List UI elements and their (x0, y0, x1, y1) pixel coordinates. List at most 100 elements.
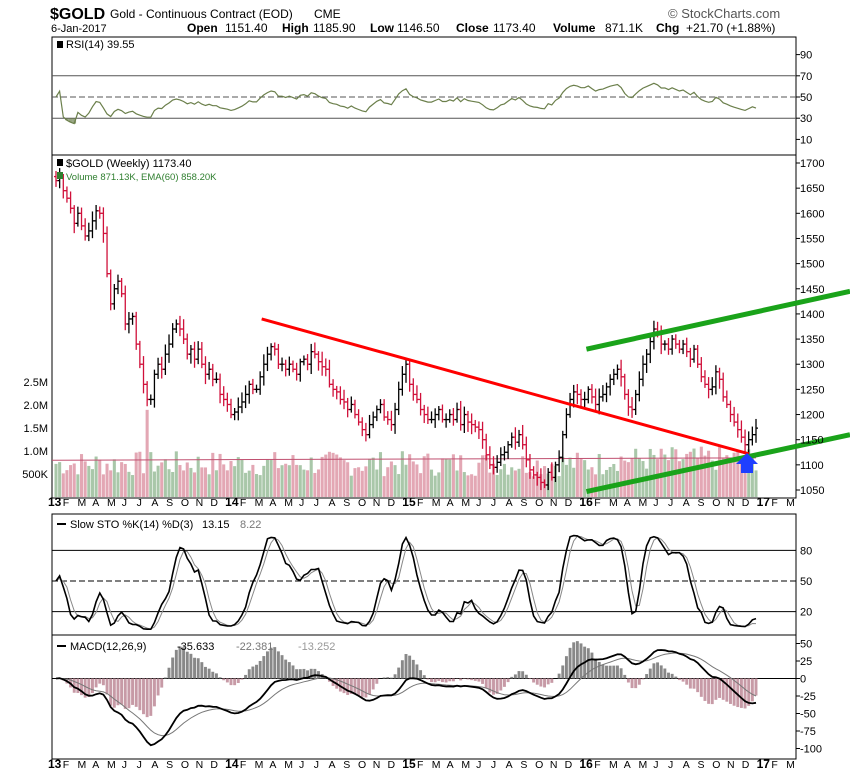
time-axis-label: D (388, 759, 396, 771)
time-axis-label: 13 (48, 495, 62, 509)
volume-label: Volume (553, 21, 596, 35)
volume-bar (648, 448, 652, 497)
time-axis-label: F (63, 759, 69, 771)
volume-bar (112, 459, 116, 497)
volume-bar (429, 469, 434, 497)
volume-bar (360, 470, 364, 497)
macd-hist-bar (619, 668, 623, 679)
time-axis-label: J (491, 497, 496, 509)
macd-hist-bar (233, 678, 237, 686)
time-axis-label: M (107, 497, 116, 509)
volume-bar (182, 470, 186, 497)
macd-hist-bar (739, 678, 743, 708)
volume-bar (572, 467, 576, 497)
macd-hist-bar (400, 660, 404, 679)
macd-hist-bar (714, 678, 718, 700)
macd-hist-bar (477, 678, 481, 682)
price-tick-label: 1050 (800, 485, 824, 497)
macd-hist-bar (710, 678, 714, 705)
time-axis-label: A (624, 497, 631, 509)
volume-bar (76, 474, 80, 497)
macd-hist-bar (481, 678, 485, 684)
volume-bar (69, 465, 73, 497)
time-axis-label: J (299, 497, 304, 509)
sto-tick-label: 20 (800, 607, 812, 619)
volume-bar (550, 464, 554, 497)
time-axis-label: A (447, 759, 454, 771)
time-axis-label: 14 (225, 495, 239, 509)
volume-bar (696, 457, 700, 497)
macd-hist-bar (105, 678, 109, 695)
time-axis-label: M (786, 759, 795, 771)
volume-bar (408, 454, 412, 497)
low-label: Low (370, 21, 395, 35)
macd-hist-bar (167, 667, 171, 679)
time-axis-label: S (166, 497, 173, 509)
time-axis-label: A (683, 759, 690, 771)
volume-bar (459, 455, 463, 497)
sto-d-line (55, 535, 757, 630)
macd-hist-bar (389, 677, 393, 679)
macd-hist-bar (415, 664, 419, 679)
volume-bar (564, 464, 568, 497)
macd-hist-bar (575, 641, 579, 679)
volume-tick-label: 2.0M (24, 400, 48, 412)
volume-bar (473, 475, 477, 497)
macd-hist-bar (120, 678, 124, 705)
macd-hist-bar (109, 678, 113, 706)
volume-bar (433, 475, 437, 497)
price-tick-label: 1500 (800, 259, 824, 271)
volume-bar (167, 469, 171, 497)
time-axis-label: M (786, 497, 795, 509)
volume-bar (346, 462, 350, 497)
macd-hist-bar (76, 678, 80, 694)
time-axis-label: M (609, 759, 618, 771)
volume-bar (284, 463, 288, 497)
volume-bar (335, 454, 339, 497)
volume-bar (364, 466, 368, 497)
macd-hist-bar (473, 678, 477, 681)
volume-bar (477, 462, 481, 497)
volume-bar (156, 465, 160, 497)
time-axis-label: A (506, 759, 513, 771)
time-axis-label: N (196, 759, 204, 771)
macd-hist-bar (535, 678, 539, 685)
macd-hist-bar (98, 678, 102, 684)
volume-bar (141, 473, 146, 497)
time-axis-label: D (210, 497, 218, 509)
macd-tick-label: 50 (800, 639, 812, 651)
volume-bar (109, 470, 113, 497)
volume-bar (524, 472, 528, 497)
macd-hist-bar (692, 678, 696, 689)
volume-bar (178, 465, 182, 497)
time-axis-label: A (328, 759, 335, 771)
volume-bar (378, 452, 383, 497)
macd-hist-bar (142, 678, 145, 715)
time-axis-label: M (255, 759, 264, 771)
time-axis-label: M (461, 497, 470, 509)
macd-hist-bar (605, 665, 608, 679)
volume-bar (236, 457, 240, 497)
volume-bar (718, 447, 722, 497)
chg-value: +21.70 (+1.88%) (686, 21, 775, 35)
volume-bar (444, 458, 448, 497)
time-axis-label: O (181, 497, 189, 509)
volume-bar (149, 452, 153, 497)
sto-legend-label: Slow STO %K(14) %D(3) (70, 519, 193, 531)
macd-hist-bar (291, 665, 295, 679)
volume-bar (594, 474, 598, 497)
time-axis-label: 15 (402, 495, 416, 509)
volume-bar (338, 457, 342, 497)
volume-tick-label: 500K (22, 469, 48, 481)
macd-hist-bar (145, 678, 149, 718)
macd-hist-bar (80, 678, 83, 696)
macd-hist-bar (623, 674, 627, 679)
volume-bar (309, 457, 313, 497)
macd-hist-bar (83, 678, 87, 698)
volume-bar (320, 456, 324, 497)
price-tick-label: 1600 (800, 208, 824, 220)
macd-hist-bar (594, 658, 598, 679)
volume-bar (415, 464, 419, 497)
time-axis-label: S (343, 759, 350, 771)
